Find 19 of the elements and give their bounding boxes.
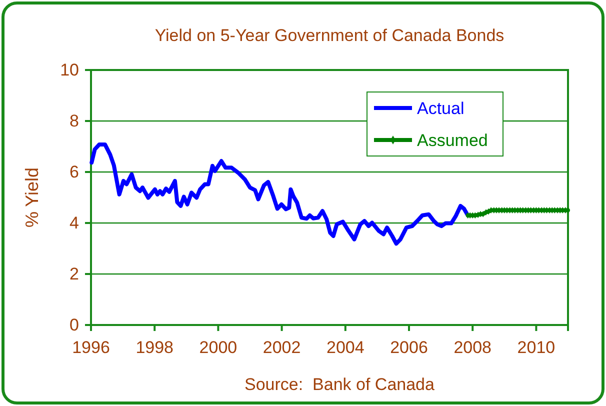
x-tick-label: 2000 [199, 338, 238, 358]
legend-label: Assumed [417, 131, 488, 150]
y-axis-title: % Yield [22, 167, 42, 228]
y-tick-label: 8 [70, 111, 79, 130]
legend-label: Actual [417, 99, 464, 118]
x-tick-label: 1998 [136, 338, 174, 358]
x-tick-label: 2002 [262, 338, 301, 358]
y-tick-label: 0 [70, 315, 79, 334]
chart-title: Yield on 5-Year Government of Canada Bonds [154, 26, 504, 45]
source-note: Source: Bank of Canada [244, 375, 436, 394]
y-tick-label: 2 [70, 264, 79, 284]
x-tick-label: 2010 [517, 338, 556, 358]
x-tick-label: 2004 [326, 338, 364, 358]
x-tick-label: 1996 [72, 338, 110, 358]
y-tick-label: 10 [60, 60, 79, 80]
x-tick-label: 2006 [390, 338, 428, 358]
y-tick-label: 6 [70, 162, 79, 182]
x-tick-label: 2008 [454, 338, 492, 358]
y-tick-label: 4 [70, 213, 79, 232]
